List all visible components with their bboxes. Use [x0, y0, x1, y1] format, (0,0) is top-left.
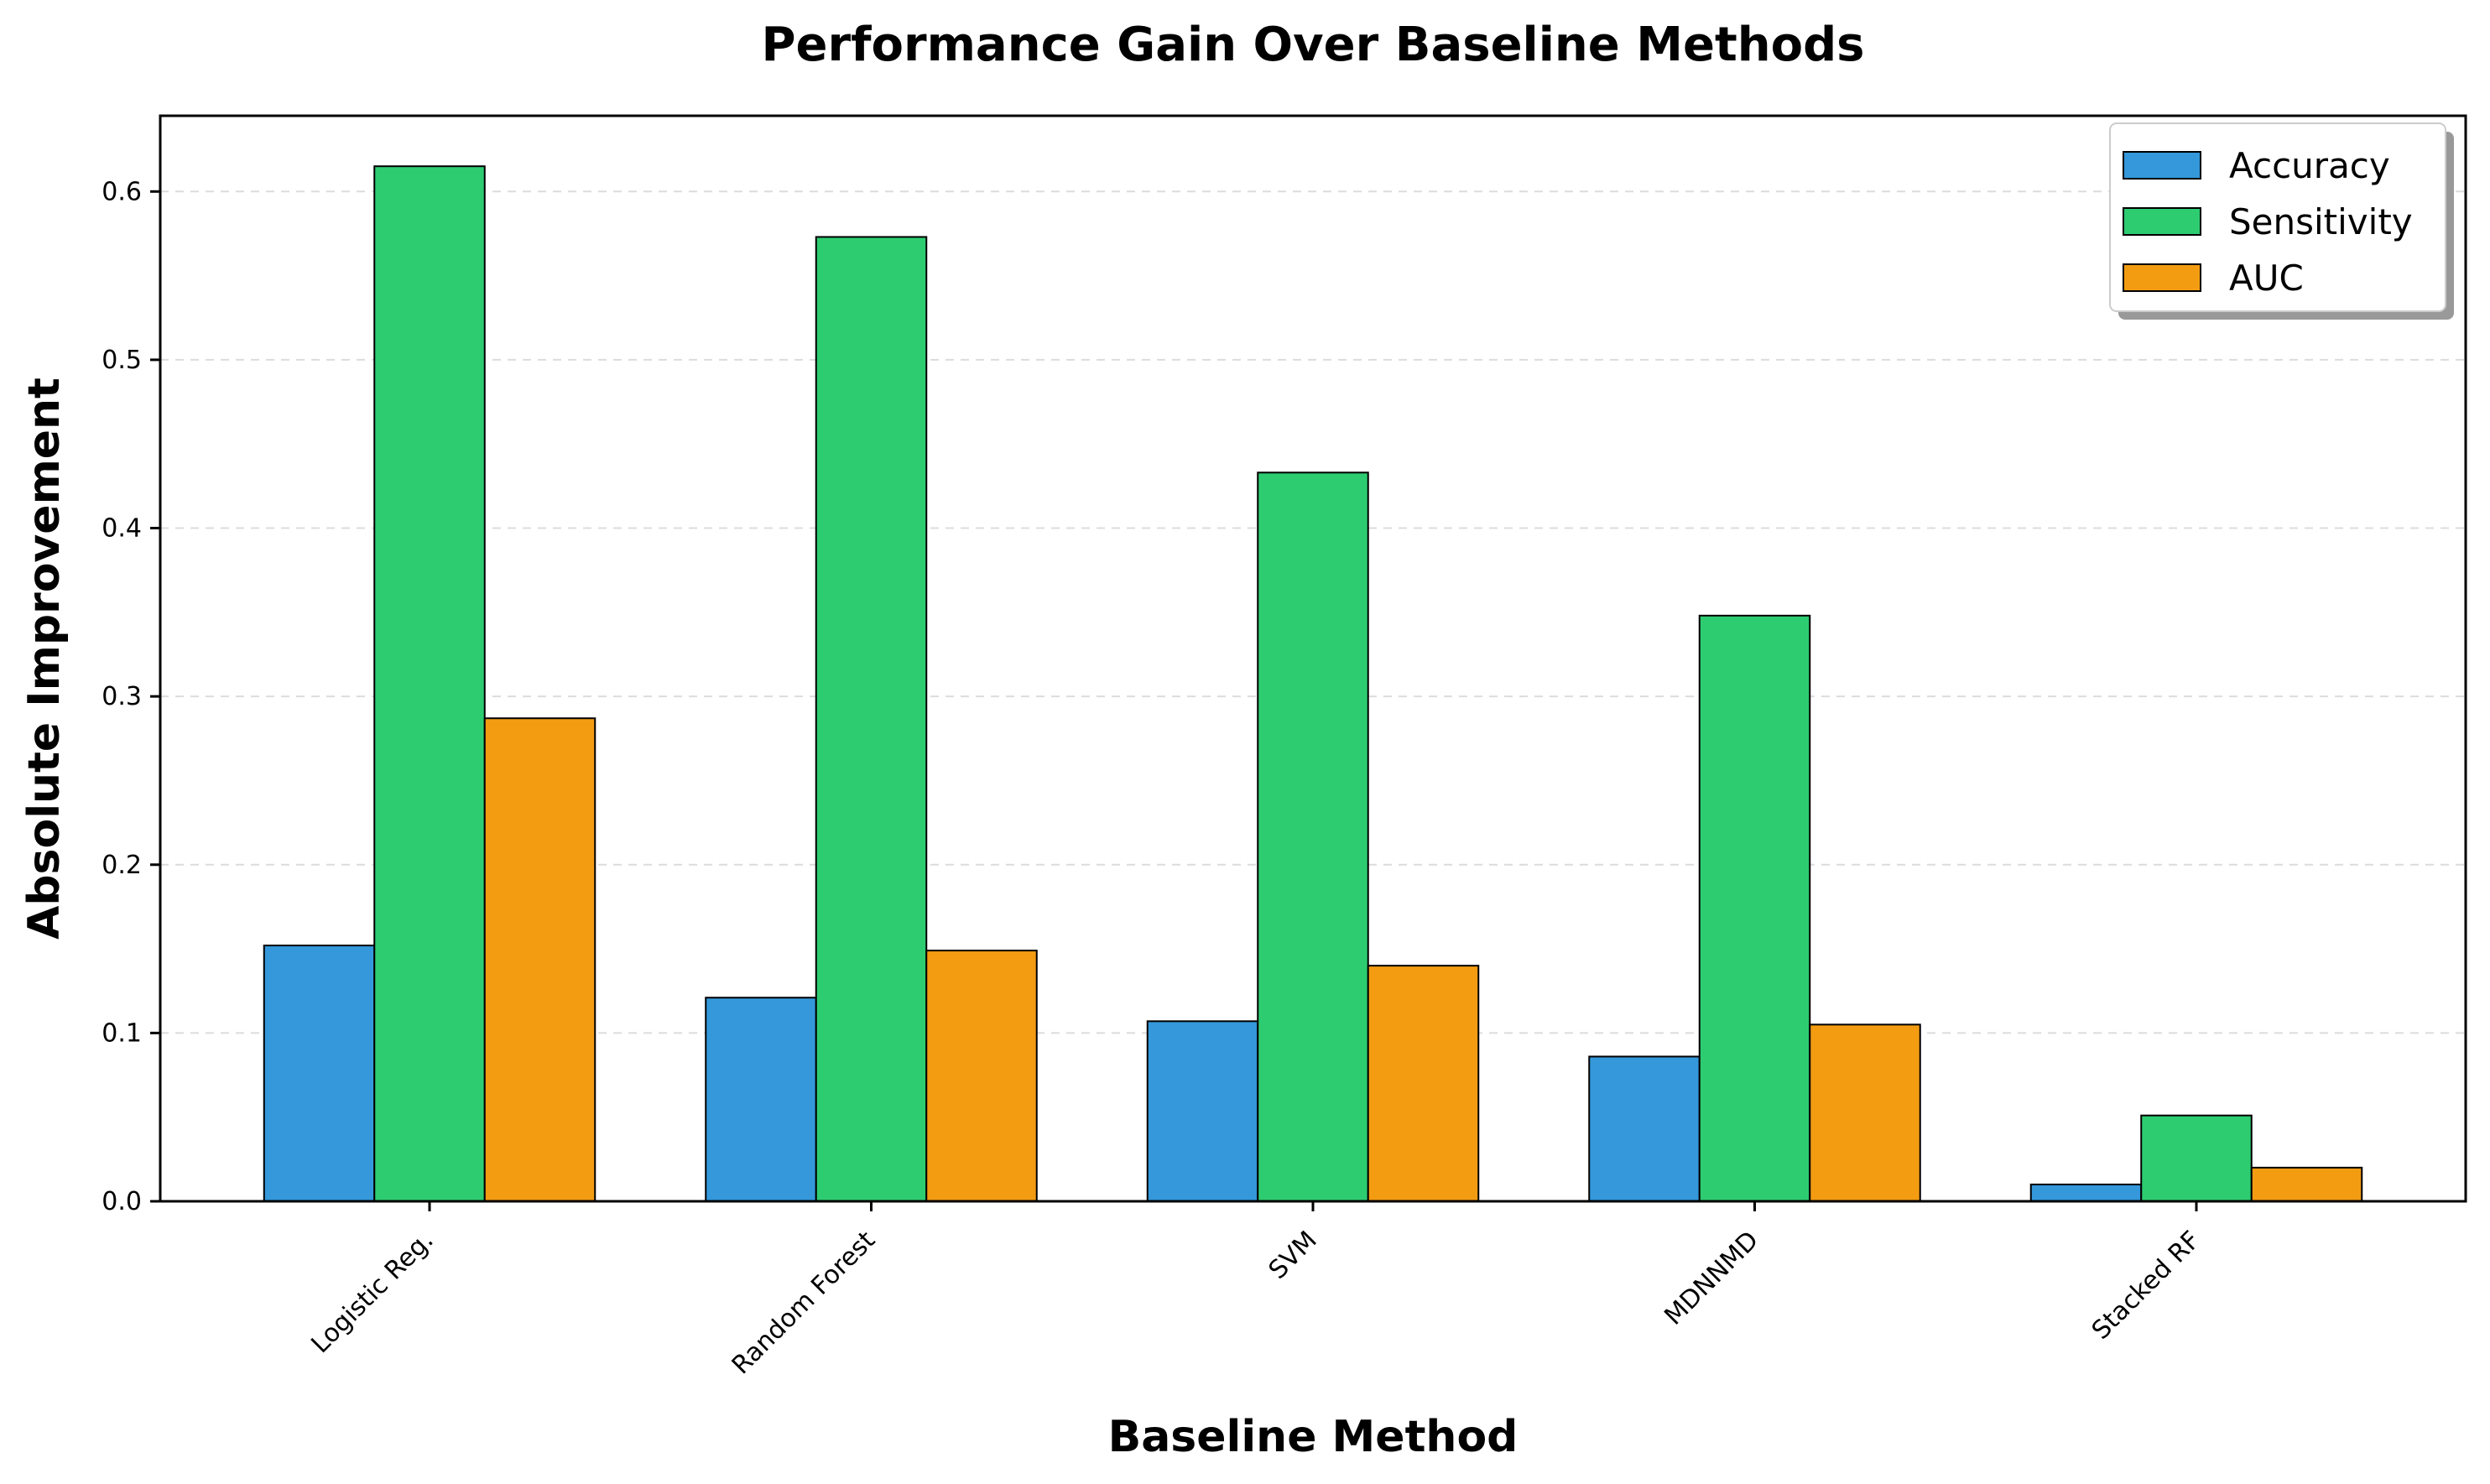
bar-sensitivity: [1257, 471, 1369, 1202]
bar-accuracy: [705, 997, 817, 1203]
legend-swatch-accuracy: [2123, 151, 2201, 180]
bar-auc: [1809, 1023, 1921, 1203]
bar-accuracy: [2029, 1183, 2143, 1203]
bar-accuracy: [1588, 1055, 1701, 1203]
y-tick-label: 0.3: [102, 682, 142, 711]
x-tick-label: Random Forest: [727, 1226, 882, 1381]
legend-swatch-auc: [2123, 263, 2201, 292]
bar-accuracy: [1146, 1020, 1259, 1202]
bar-auc: [925, 950, 1038, 1202]
x-tick-label: Logistic Reg.: [305, 1226, 439, 1359]
y-tick-label: 0.4: [102, 514, 142, 544]
x-tick-label: SVM: [1263, 1226, 1323, 1285]
y-axis-ticks: 0.0 0.1 0.2 0.3 0.4 0.5 0.6: [102, 177, 160, 1216]
legend-label: Sensitivity: [2229, 201, 2413, 242]
y-tick-label: 0.6: [102, 177, 142, 206]
y-tick-label: 0.1: [102, 1018, 142, 1048]
legend-label: Accuracy: [2229, 145, 2390, 186]
bar-auc: [483, 717, 596, 1202]
bar-sensitivity: [815, 236, 928, 1202]
bars: [263, 165, 2363, 1203]
bar-sensitivity: [2140, 1114, 2253, 1202]
bar-sensitivity: [1698, 614, 1811, 1202]
bar-auc: [2250, 1166, 2363, 1203]
x-axis-label: Baseline Method: [1108, 1412, 1518, 1462]
y-axis-label: Absolute Improvement: [19, 378, 70, 940]
y-tick-label: 0.0: [102, 1187, 142, 1216]
bar-accuracy: [263, 945, 376, 1202]
bar-auc: [1367, 965, 1480, 1203]
legend: Accuracy Sensitivity AUC: [2109, 122, 2454, 320]
x-tick-label: MDNNMD: [1659, 1226, 1764, 1331]
x-tick-label: Stacked RF: [2086, 1226, 2206, 1346]
x-axis-ticks: Logistic Reg. Random Forest SVM MDNNMD Stack…: [305, 1201, 2206, 1380]
y-tick-label: 0.2: [102, 851, 142, 880]
bar-sensitivity: [373, 165, 486, 1203]
chart-title: Performance Gain Over Baseline Methods: [761, 18, 1864, 72]
legend-label: AUC: [2229, 258, 2304, 299]
y-tick-label: 0.5: [102, 346, 142, 375]
legend-swatch-sensitivity: [2123, 207, 2201, 236]
